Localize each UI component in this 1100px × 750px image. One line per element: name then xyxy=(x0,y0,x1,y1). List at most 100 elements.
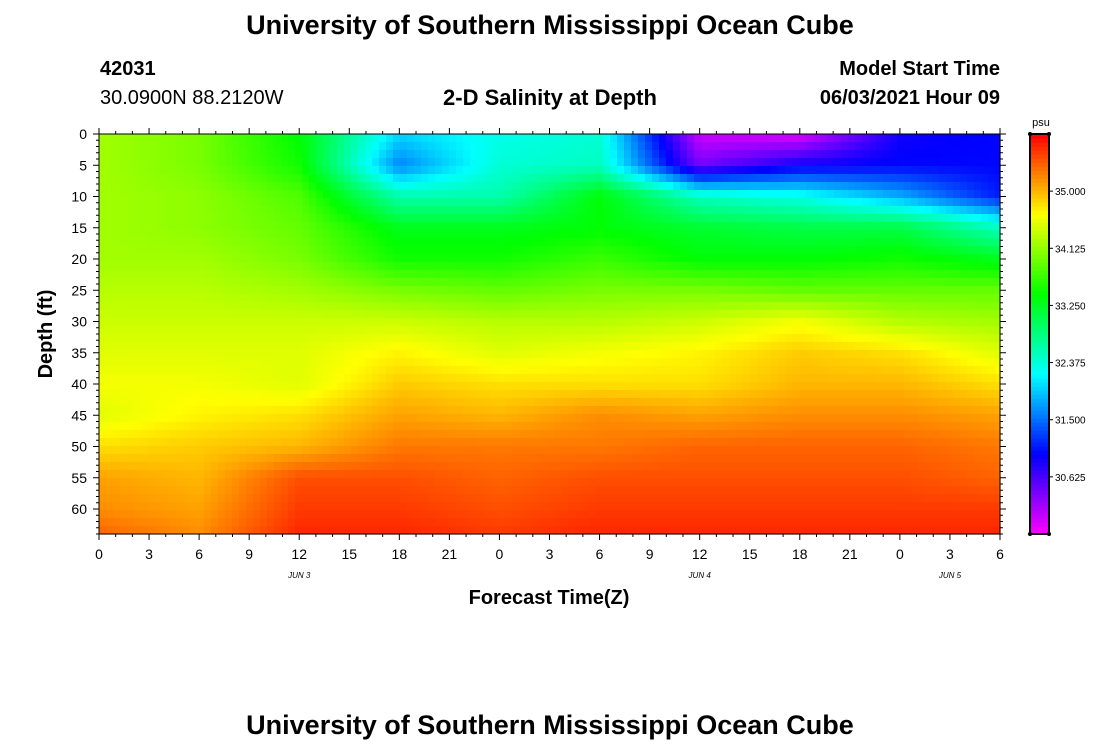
heatmap-cell xyxy=(127,254,135,263)
heatmap-cell xyxy=(183,446,191,455)
heatmap-cell xyxy=(253,246,261,255)
heatmap-cell xyxy=(323,326,331,335)
heatmap-cell xyxy=(645,206,653,215)
heatmap-cell xyxy=(330,510,338,519)
heatmap-cell xyxy=(218,326,226,335)
heatmap-cell xyxy=(106,486,114,495)
heatmap-cell xyxy=(148,246,156,255)
heatmap-cell xyxy=(477,222,485,231)
heatmap-cell xyxy=(708,206,716,215)
heatmap-cell xyxy=(561,462,569,471)
heatmap-cell xyxy=(575,494,583,503)
heatmap-cell xyxy=(246,238,254,247)
heatmap-cell xyxy=(785,302,793,311)
heatmap-cell xyxy=(491,470,499,479)
heatmap-cell xyxy=(379,278,387,287)
heatmap-cell xyxy=(232,382,240,391)
heatmap-cell xyxy=(638,318,646,327)
heatmap-cell xyxy=(295,230,303,239)
heatmap-cell xyxy=(337,422,345,431)
heatmap-cell xyxy=(330,206,338,215)
heatmap-cell xyxy=(393,494,401,503)
heatmap-cell xyxy=(554,358,562,367)
heatmap-cell xyxy=(148,158,156,167)
heatmap-cell xyxy=(498,462,506,471)
heatmap-cell xyxy=(204,334,212,343)
heatmap-cell xyxy=(512,134,520,143)
heatmap-cell xyxy=(568,526,576,535)
heatmap-cell xyxy=(617,310,625,319)
heatmap-cell xyxy=(778,182,786,191)
heatmap-cell xyxy=(162,526,170,535)
heatmap-cell xyxy=(225,398,233,407)
heatmap-cell xyxy=(680,214,688,223)
heatmap-cell xyxy=(225,206,233,215)
heatmap-cell xyxy=(512,430,520,439)
heatmap-cell xyxy=(351,294,359,303)
heatmap-cell xyxy=(218,470,226,479)
heatmap-cell xyxy=(673,238,681,247)
heatmap-cell xyxy=(197,358,205,367)
heatmap-cell xyxy=(589,318,597,327)
heatmap-cell xyxy=(253,198,261,207)
heatmap-cell xyxy=(176,366,184,375)
heatmap-cell xyxy=(274,526,282,535)
heatmap-cell xyxy=(386,382,394,391)
heatmap-cell xyxy=(624,142,632,151)
heatmap-cell xyxy=(547,142,555,151)
heatmap-cell xyxy=(435,166,443,175)
heatmap-cell xyxy=(491,454,499,463)
heatmap-cell xyxy=(218,190,226,199)
heatmap-cell xyxy=(267,358,275,367)
heatmap-cell xyxy=(253,390,261,399)
heatmap-cell xyxy=(183,382,191,391)
heatmap-cell xyxy=(533,462,541,471)
heatmap-cell xyxy=(148,454,156,463)
heatmap-cell xyxy=(659,406,667,415)
heatmap-cell xyxy=(589,510,597,519)
heatmap-cell xyxy=(141,494,149,503)
heatmap-cell xyxy=(267,174,275,183)
heatmap-cell xyxy=(540,382,548,391)
heatmap-cell xyxy=(400,182,408,191)
heatmap-cell xyxy=(736,494,744,503)
heatmap-cell xyxy=(365,270,373,279)
heatmap-cell xyxy=(239,318,247,327)
heatmap-cell xyxy=(680,366,688,375)
heatmap-cell xyxy=(267,494,275,503)
heatmap-cell xyxy=(295,510,303,519)
heatmap-cell xyxy=(218,406,226,415)
heatmap-cell xyxy=(491,158,499,167)
heatmap-cell xyxy=(106,182,114,191)
heatmap-cell xyxy=(547,238,555,247)
heatmap-cell xyxy=(344,294,352,303)
heatmap-cell xyxy=(421,518,429,527)
heatmap-cell xyxy=(99,470,107,479)
heatmap-cell xyxy=(218,270,226,279)
heatmap-cell xyxy=(169,230,177,239)
heatmap-cell xyxy=(708,326,716,335)
heatmap-cell xyxy=(673,318,681,327)
heatmap-cell xyxy=(764,206,772,215)
heatmap-cell xyxy=(134,510,142,519)
heatmap-cell xyxy=(491,270,499,279)
heatmap-cell xyxy=(757,310,765,319)
heatmap-cell xyxy=(155,526,163,535)
heatmap-cell xyxy=(134,358,142,367)
heatmap-cell xyxy=(323,334,331,343)
heatmap-cell xyxy=(456,182,464,191)
heatmap-cell xyxy=(204,326,212,335)
heatmap-cell xyxy=(694,326,702,335)
heatmap-cell xyxy=(477,390,485,399)
heatmap-cell xyxy=(372,158,380,167)
heatmap-cell xyxy=(638,270,646,279)
heatmap-cell xyxy=(624,134,632,143)
heatmap-cell xyxy=(736,502,744,511)
heatmap-cell xyxy=(631,310,639,319)
heatmap-cell xyxy=(484,174,492,183)
heatmap-cell xyxy=(358,150,366,159)
heatmap-cell xyxy=(687,326,695,335)
heatmap-cell xyxy=(204,390,212,399)
heatmap-cell xyxy=(757,390,765,399)
heatmap-cell xyxy=(435,438,443,447)
